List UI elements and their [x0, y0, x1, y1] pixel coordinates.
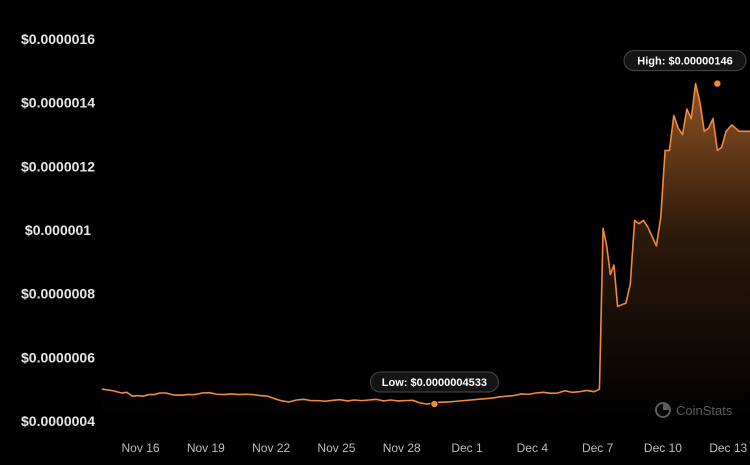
y-tick-label: $0.0000012	[21, 158, 95, 174]
y-tick-label: $0.000001	[25, 222, 91, 238]
y-axis: $0.0000016 $0.0000014 $0.0000012 $0.000001 $…	[21, 31, 95, 429]
y-tick-label: $0.0000004	[21, 413, 95, 429]
x-tick-label: Nov 19	[187, 441, 225, 455]
x-tick-label: Nov 25	[317, 441, 355, 455]
x-tick-label: Dec 7	[582, 441, 614, 455]
high-label: High: $0.00000146	[637, 56, 732, 68]
watermark-label: CoinStats	[676, 403, 733, 418]
markers-layer: High: $0.00000146 Low: $0.0000004533	[369, 50, 747, 409]
high-marker	[713, 79, 722, 88]
x-axis: Nov 16 Nov 19 Nov 22 Nov 25 Nov 28 Dec 1 Dec 4…	[122, 441, 748, 455]
y-tick-label: $0.0000006	[21, 349, 95, 365]
x-tick-label: Dec 13	[709, 441, 747, 455]
x-tick-label: Dec 1	[451, 441, 483, 455]
y-tick-label: $0.0000008	[21, 286, 95, 302]
x-tick-label: Dec 4	[517, 441, 549, 455]
y-tick-label: $0.0000016	[21, 31, 95, 47]
x-tick-label: Dec 10	[644, 441, 682, 455]
x-tick-label: Nov 22	[252, 441, 290, 455]
x-tick-label: Nov 28	[383, 441, 421, 455]
price-area-fill	[102, 83, 750, 421]
low-marker	[430, 400, 439, 409]
low-label: Low: $0.0000004533	[382, 377, 487, 389]
x-tick-label: Nov 16	[122, 441, 160, 455]
price-line	[101, 82, 750, 405]
coinstats-watermark: CoinStats	[655, 402, 733, 418]
coinstats-logo-icon	[655, 402, 671, 418]
series-layer	[101, 82, 750, 421]
high-callout	[623, 50, 747, 72]
y-tick-label: $0.0000014	[21, 95, 95, 111]
low-callout	[369, 371, 499, 393]
